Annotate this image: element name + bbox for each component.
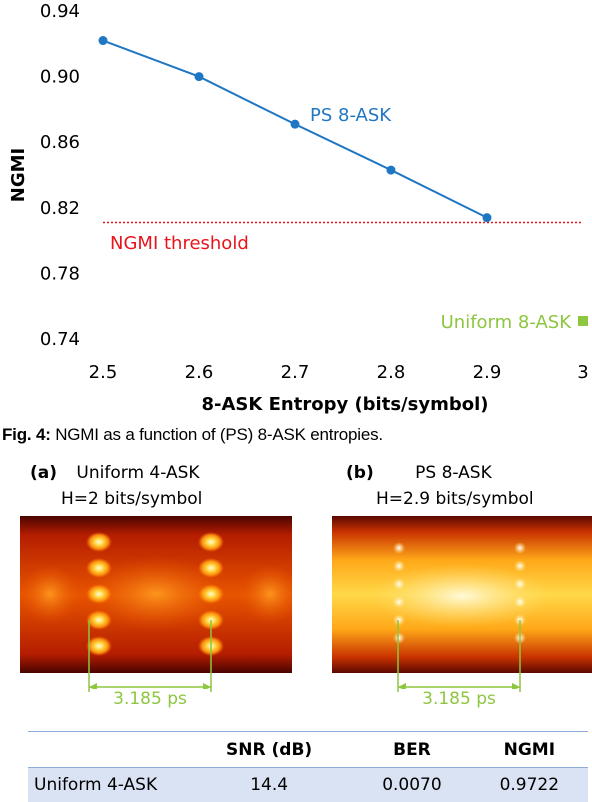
y-tick-label: 0.94: [40, 1, 80, 22]
data-point-ps-8ask: [291, 120, 300, 129]
x-tick-label: 2.9: [473, 362, 502, 383]
table-header-cell: SNR (dB): [185, 732, 353, 768]
y-tick-label: 0.86: [40, 132, 80, 153]
y-tick-label: 0.90: [40, 67, 80, 88]
spacing-label-a: 3.185 ps: [92, 689, 208, 709]
caption-text: NGMI as a function of (PS) 8-ASK entropi…: [55, 425, 383, 444]
panel-b-tag: (b): [346, 463, 374, 483]
data-point-ps-8ask: [99, 36, 108, 45]
panel-a-title: Uniform 4-ASK: [76, 463, 199, 483]
panel-b-entropy: H=2.9 bits/symbol: [376, 489, 534, 509]
eye-crossing: [393, 542, 405, 554]
figure-caption: Fig. 4: NGMI as a function of (PS) 8-ASK…: [2, 425, 383, 445]
panel-a-tag: (a): [30, 463, 57, 483]
eye-crossing: [198, 558, 224, 578]
data-point-ps-8ask: [483, 213, 492, 222]
panel-a-entropy: H=2 bits/symbol: [61, 489, 202, 509]
spacing-marker-b: [398, 620, 520, 692]
table-header-cell: NGMI: [471, 732, 588, 768]
eye-crossing: [198, 532, 224, 552]
eye-crossing: [393, 578, 405, 590]
spacing-label-b: 3.185 ps: [401, 689, 517, 709]
y-tick-label: 0.74: [40, 329, 80, 350]
data-point-ps-8ask: [195, 72, 204, 81]
table-row: Uniform 4-ASK 14.4 0.0070 0.9722: [28, 768, 588, 802]
table-header-cell: [28, 732, 185, 768]
eye-crossing: [86, 532, 112, 552]
x-tick-label: 2.5: [89, 362, 118, 383]
x-tick-label: 2.6: [185, 362, 214, 383]
eye-crossing: [86, 558, 112, 578]
series-line-ps-8ask: [103, 41, 487, 218]
data-point-uniform-8ask: [578, 316, 588, 326]
caption-label: Fig. 4:: [2, 425, 51, 444]
y-tick-label: 0.82: [40, 198, 80, 219]
x-tick-label: 2.8: [377, 362, 406, 383]
table-cell: 14.4: [185, 768, 353, 802]
ngmi-threshold-label: NGMI threshold: [110, 233, 249, 254]
y-axis: NGMI 0.74 0.78 0.82 0.86 0.90 0.94: [8, 1, 80, 350]
panel-b-title: PS 8-ASK: [415, 463, 492, 483]
table-cell: Uniform 4-ASK: [28, 768, 185, 802]
x-tick-label: 3: [577, 362, 588, 383]
eye-crossing: [86, 584, 112, 604]
x-axis: 2.5 2.6 2.7 2.8 2.9 3 8-ASK Entropy (bits/sym…: [89, 362, 589, 415]
eye-crossing: [514, 560, 526, 572]
x-tick-label: 2.7: [281, 362, 310, 383]
data-point-ps-8ask: [387, 166, 396, 175]
eye-crossing: [514, 596, 526, 608]
table-header-row: SNR (dB) BER NGMI: [28, 732, 588, 768]
panel-b-header: (b) PS 8-ASK H=2.9 bits/symbol: [346, 460, 534, 512]
series-label-uniform-8ask: Uniform 8-ASK: [441, 312, 573, 333]
results-table: SNR (dB) BER NGMI Uniform 4-ASK 14.4 0.0…: [28, 731, 588, 802]
eye-crossing: [393, 560, 405, 572]
eye-crossing: [514, 578, 526, 590]
eye-crossing: [514, 542, 526, 554]
eye-crossing: [393, 596, 405, 608]
series-label-ps-8ask: PS 8-ASK: [310, 105, 392, 126]
table-header-cell: BER: [353, 732, 470, 768]
panel-a-header: (a) Uniform 4-ASK H=2 bits/symbol: [30, 460, 202, 512]
table-cell: 0.0070: [353, 768, 470, 802]
spacing-marker-a: [89, 620, 211, 692]
eye-crossing: [198, 584, 224, 604]
x-axis-label: 8-ASK Entropy (bits/symbol): [202, 394, 489, 415]
y-tick-label: 0.78: [40, 263, 80, 284]
y-axis-label: NGMI: [8, 148, 29, 202]
table-cell: 0.9722: [471, 768, 588, 802]
